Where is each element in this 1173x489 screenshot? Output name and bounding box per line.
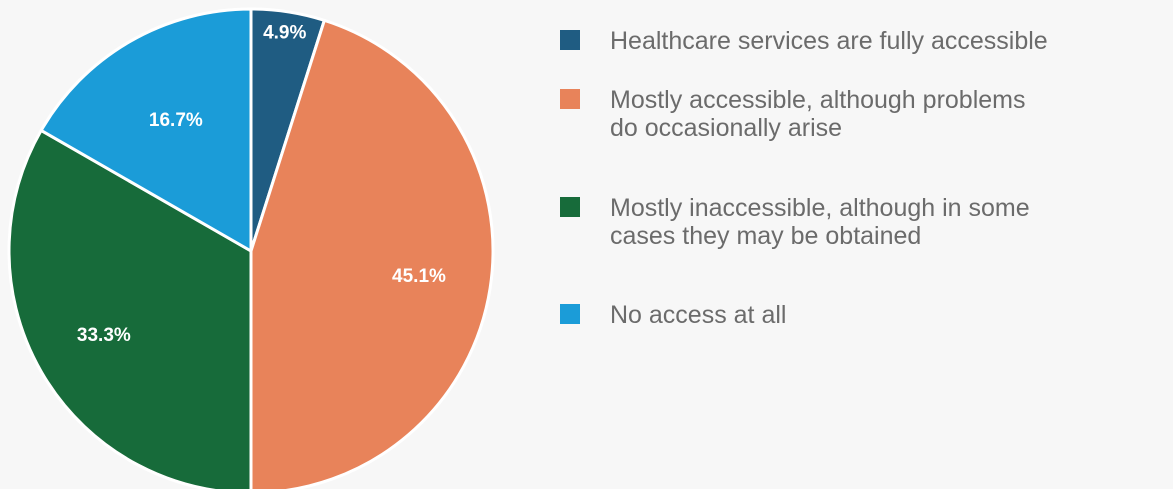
legend-label: Healthcare services are fully accessible xyxy=(610,27,1048,55)
slice-value-label-1: 45.1% xyxy=(392,266,446,287)
legend-item-fully-accessible: Healthcare services are fully accessible xyxy=(560,27,1170,55)
legend-item-mostly-accessible: Mostly accessible, although problems do … xyxy=(560,86,1170,142)
pie-slice-2 xyxy=(7,128,253,489)
legend-label: Mostly accessible, although problems do … xyxy=(610,86,1026,142)
legend-label: Mostly inaccessible, although in some ca… xyxy=(610,194,1030,250)
slice-value-label-2: 33.3% xyxy=(77,325,131,346)
legend-swatch xyxy=(560,197,580,217)
legend-swatch xyxy=(560,30,580,50)
legend-swatch xyxy=(560,89,580,109)
slice-value-label-0: 4.9% xyxy=(263,23,306,44)
pie-slice-1 xyxy=(249,18,495,489)
pie-slice-3 xyxy=(39,7,253,253)
legend-item-mostly-inaccessible: Mostly inaccessible, although in some ca… xyxy=(560,194,1170,250)
legend-swatch xyxy=(560,304,580,324)
legend: Healthcare services are fully accessible… xyxy=(560,0,1173,489)
slice-value-label-3: 16.7% xyxy=(149,110,203,131)
pie-chart: 4.9% 45.1% 33.3% 16.7% xyxy=(7,7,495,489)
legend-label: No access at all xyxy=(610,301,787,329)
legend-item-no-access: No access at all xyxy=(560,301,1170,329)
